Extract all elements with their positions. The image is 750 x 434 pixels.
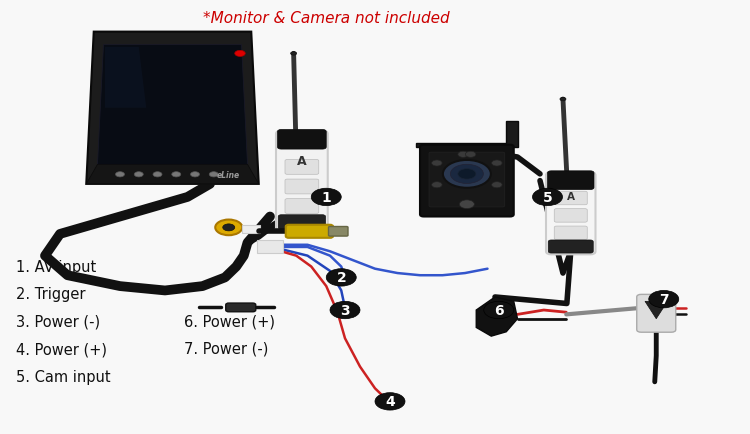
Text: 2: 2 xyxy=(336,271,346,285)
FancyBboxPatch shape xyxy=(420,145,514,217)
Circle shape xyxy=(209,172,218,178)
Circle shape xyxy=(291,53,296,56)
Text: 1: 1 xyxy=(321,191,332,204)
Text: 6. Power (+): 6. Power (+) xyxy=(184,314,274,329)
Circle shape xyxy=(235,51,245,57)
Text: 2. Trigger: 2. Trigger xyxy=(16,287,86,302)
Circle shape xyxy=(465,152,476,158)
Circle shape xyxy=(311,189,341,206)
FancyBboxPatch shape xyxy=(554,209,587,223)
FancyBboxPatch shape xyxy=(278,215,326,230)
Circle shape xyxy=(326,269,356,286)
Circle shape xyxy=(134,172,143,178)
FancyBboxPatch shape xyxy=(276,132,328,231)
Circle shape xyxy=(458,152,468,158)
Circle shape xyxy=(442,161,491,188)
Circle shape xyxy=(215,220,242,236)
FancyBboxPatch shape xyxy=(226,303,256,312)
FancyBboxPatch shape xyxy=(554,192,587,205)
Text: 6: 6 xyxy=(494,303,503,317)
FancyBboxPatch shape xyxy=(285,199,319,214)
Text: eLine: eLine xyxy=(217,171,240,180)
Text: 5: 5 xyxy=(542,191,552,204)
Text: 4. Power (+): 4. Power (+) xyxy=(16,342,107,356)
FancyBboxPatch shape xyxy=(242,225,260,233)
FancyBboxPatch shape xyxy=(637,295,676,332)
Text: A: A xyxy=(567,191,574,201)
Circle shape xyxy=(190,172,200,178)
Circle shape xyxy=(153,172,162,178)
Circle shape xyxy=(116,172,124,178)
Text: A: A xyxy=(297,154,307,167)
Polygon shape xyxy=(645,302,668,319)
Polygon shape xyxy=(105,48,146,108)
Text: 3. Power (-): 3. Power (-) xyxy=(16,314,101,329)
FancyBboxPatch shape xyxy=(548,240,593,253)
Circle shape xyxy=(431,182,442,188)
Text: 1. AV input: 1. AV input xyxy=(16,260,97,274)
FancyBboxPatch shape xyxy=(429,153,505,207)
FancyBboxPatch shape xyxy=(285,160,319,175)
FancyBboxPatch shape xyxy=(278,130,326,150)
Polygon shape xyxy=(86,33,259,184)
FancyBboxPatch shape xyxy=(548,171,594,190)
Text: 5. Cam input: 5. Cam input xyxy=(16,369,111,384)
FancyBboxPatch shape xyxy=(257,241,283,253)
Circle shape xyxy=(649,291,679,308)
Text: 7. Power (-): 7. Power (-) xyxy=(184,341,268,356)
Circle shape xyxy=(172,172,181,178)
Circle shape xyxy=(458,169,476,180)
Circle shape xyxy=(492,161,502,167)
Text: *Monitor & Camera not included: *Monitor & Camera not included xyxy=(203,11,449,26)
Circle shape xyxy=(223,224,235,231)
Circle shape xyxy=(375,393,405,410)
Circle shape xyxy=(330,302,360,319)
Circle shape xyxy=(532,189,562,206)
FancyBboxPatch shape xyxy=(546,173,596,255)
Circle shape xyxy=(431,161,442,167)
Polygon shape xyxy=(416,122,518,148)
Polygon shape xyxy=(98,46,248,165)
Circle shape xyxy=(459,201,474,209)
FancyBboxPatch shape xyxy=(328,227,348,237)
FancyBboxPatch shape xyxy=(285,180,319,194)
FancyBboxPatch shape xyxy=(286,225,333,238)
Circle shape xyxy=(484,302,514,319)
Circle shape xyxy=(450,165,483,184)
FancyBboxPatch shape xyxy=(554,227,587,240)
Text: 7: 7 xyxy=(659,293,668,306)
Polygon shape xyxy=(476,297,518,336)
Text: 4: 4 xyxy=(386,395,394,408)
Text: 3: 3 xyxy=(340,303,350,317)
Circle shape xyxy=(492,182,502,188)
Circle shape xyxy=(560,98,566,102)
Polygon shape xyxy=(86,165,259,184)
